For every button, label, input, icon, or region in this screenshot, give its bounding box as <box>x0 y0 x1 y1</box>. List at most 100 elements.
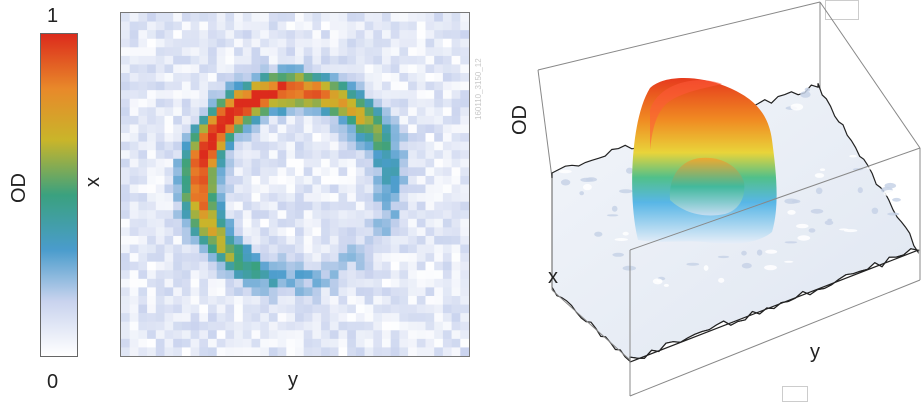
heatmap-cell <box>399 141 409 151</box>
heatmap-cell <box>408 13 418 22</box>
heatmap-cell <box>329 98 339 108</box>
heatmap-cell <box>303 167 313 177</box>
heatmap-cell <box>181 193 191 202</box>
heatmap-cell <box>181 235 191 245</box>
heatmap-cell <box>295 184 304 194</box>
heatmap-cell <box>425 193 435 202</box>
heatmap-cell <box>399 90 409 100</box>
heatmap-cell <box>199 218 209 228</box>
heatmap-cell <box>234 270 244 280</box>
heatmap-watermark: 160110_3150_12 <box>474 58 483 120</box>
heatmap-cell <box>373 107 383 117</box>
heatmap-cell <box>399 115 409 125</box>
heatmap-cell <box>355 175 365 185</box>
heatmap-cell <box>286 124 296 134</box>
heatmap-cell <box>312 201 322 211</box>
heatmap-cell <box>434 313 444 323</box>
heatmap-cell <box>451 278 461 288</box>
heatmap-cell <box>347 150 357 160</box>
heatmap-cell <box>251 338 261 348</box>
heatmap-cell <box>390 30 400 40</box>
heatmap-cell <box>416 210 426 220</box>
heatmap-cell <box>129 115 139 125</box>
heatmap-cell <box>451 227 461 237</box>
heatmap-cell <box>382 210 391 220</box>
heatmap-cell <box>242 150 252 160</box>
heatmap-cell <box>190 47 200 57</box>
heatmap-cell <box>147 295 157 305</box>
heatmap-cell <box>129 64 139 74</box>
heatmap-cell <box>268 210 278 220</box>
heatmap-cell <box>434 347 444 356</box>
heatmap-cell <box>364 313 374 323</box>
heatmap-cell <box>234 98 244 108</box>
heatmap-cell <box>129 304 139 314</box>
heatmap-cell <box>138 201 148 211</box>
heatmap-cell <box>242 107 252 117</box>
heatmap-cell <box>442 98 452 108</box>
heatmap-cell <box>216 218 226 228</box>
heatmap-cell <box>382 235 391 245</box>
heatmap-cell <box>138 115 148 125</box>
heatmap-cell <box>164 338 174 348</box>
heatmap-cell <box>303 107 313 117</box>
heatmap-cell <box>442 295 452 305</box>
heatmap-cell <box>208 115 217 125</box>
heatmap-cell <box>260 90 270 100</box>
heatmap-cell <box>425 175 435 185</box>
heatmap-cell <box>234 38 244 48</box>
heatmap-cell <box>251 227 261 237</box>
heatmap-cell <box>268 321 278 331</box>
heatmap-y-label: y <box>288 369 298 391</box>
heatmap-cell <box>173 175 183 185</box>
heatmap-cell <box>295 287 304 297</box>
heatmap-cell <box>399 261 409 271</box>
heatmap-cell <box>434 38 444 48</box>
heatmap-cell <box>234 47 244 57</box>
heatmap-cell <box>129 253 139 262</box>
heatmap-cell <box>434 235 444 245</box>
heatmap-cell <box>460 210 469 220</box>
heatmap-cell <box>451 253 461 262</box>
heatmap-cell <box>416 304 426 314</box>
heatmap-cell <box>390 98 400 108</box>
heatmap-cell <box>242 253 252 262</box>
heatmap-cell <box>242 278 252 288</box>
heatmap-cell <box>364 47 374 57</box>
heatmap-cell <box>286 287 296 297</box>
heatmap-cell <box>138 304 148 314</box>
heatmap-cell <box>312 193 322 202</box>
heatmap-cell <box>260 304 270 314</box>
heatmap-cell <box>129 124 139 134</box>
heatmap-cell <box>121 167 130 177</box>
surface-bump <box>741 262 752 269</box>
heatmap-cell <box>408 227 418 237</box>
heatmap-cell <box>268 244 278 254</box>
heatmap-cell <box>312 124 322 134</box>
heatmap-cell <box>416 115 426 125</box>
heatmap-cell <box>434 124 444 134</box>
heatmap-cell <box>190 73 200 82</box>
heatmap-cell <box>225 278 235 288</box>
heatmap-cell <box>338 261 348 271</box>
heatmap-cell <box>199 38 209 48</box>
heatmap-cell <box>286 64 296 74</box>
heatmap-cell <box>286 21 296 31</box>
heatmap-cell <box>190 244 200 254</box>
heatmap-cell <box>164 115 174 125</box>
heatmap-cell <box>138 261 148 271</box>
heatmap-cell <box>277 304 287 314</box>
heatmap-cell <box>338 210 348 220</box>
heatmap-cell <box>364 98 374 108</box>
heatmap-cell <box>321 133 331 142</box>
heatmap-cell <box>242 73 252 82</box>
heatmap-cell <box>373 235 383 245</box>
heatmap-cell <box>155 218 165 228</box>
heatmap-cell <box>277 270 287 280</box>
heatmap-cell <box>208 313 217 323</box>
heatmap-cell <box>451 218 461 228</box>
heatmap-cell <box>216 175 226 185</box>
heatmap-cell <box>390 158 400 168</box>
heatmap-cell <box>199 253 209 262</box>
heatmap-cell <box>199 98 209 108</box>
